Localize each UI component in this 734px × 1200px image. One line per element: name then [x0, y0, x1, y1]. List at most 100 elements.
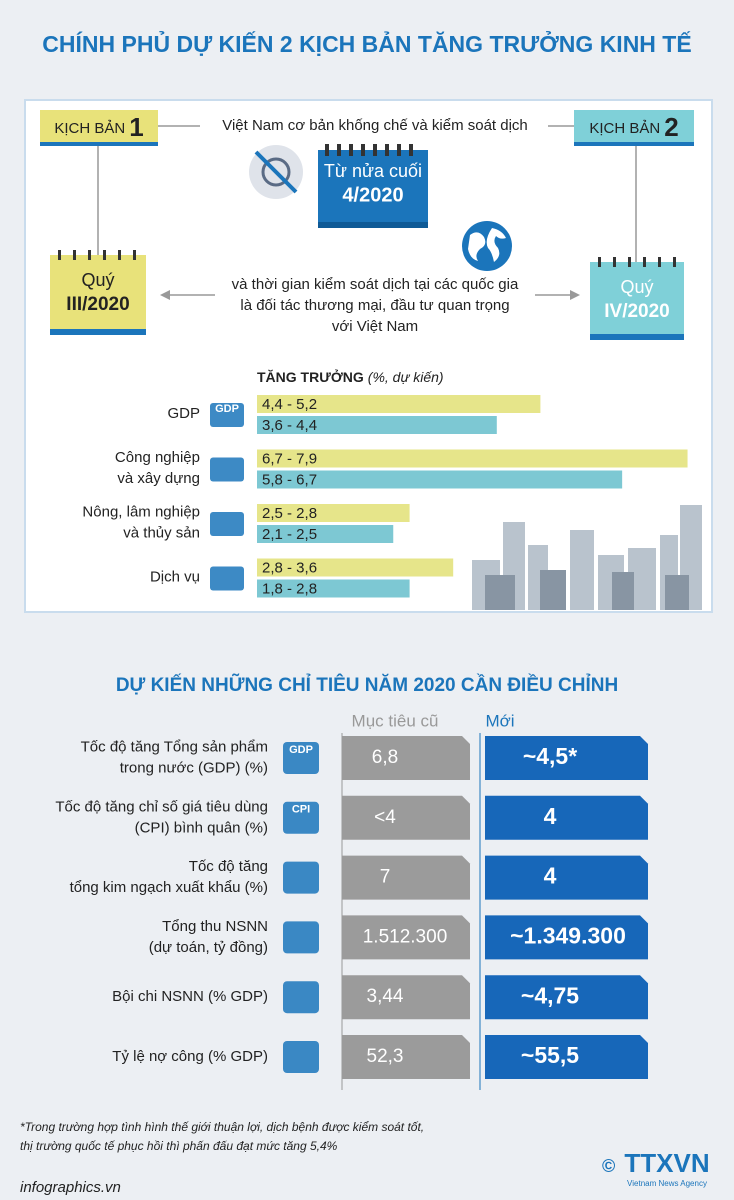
old-value: 52,3 [367, 1046, 404, 1067]
period-ring [673, 257, 676, 267]
old-box [342, 1035, 470, 1079]
growth-title: TĂNG TRƯỞNG (%, dự kiến) [257, 368, 444, 385]
period-ring [133, 250, 136, 260]
target-icon [283, 801, 319, 834]
period-box [590, 262, 684, 340]
row-icon [210, 457, 244, 482]
center-bottom: với Việt Nam [332, 318, 418, 335]
bar-label: 5,8 - 6,7 [262, 471, 317, 488]
old-value: 3,44 [367, 986, 404, 1007]
row-icon [210, 403, 244, 427]
period-ring [103, 250, 106, 260]
logo-sub: Vietnam News Agency [627, 1179, 707, 1188]
target-icon [283, 742, 319, 774]
target-label: Tốc độ tăng chỉ số giá tiêu dùng [55, 798, 268, 815]
scenario-label: KỊCH BẢN 2 [589, 112, 678, 142]
calendar [318, 150, 428, 228]
calendar-rings [325, 144, 413, 156]
old-box [342, 855, 470, 900]
col-old: Mục tiêu cũ [352, 711, 439, 730]
globe-icon [468, 228, 506, 262]
old-value: 7 [380, 867, 391, 888]
row-icon [210, 566, 244, 591]
old-box [342, 736, 470, 780]
period: III/2020 [66, 294, 129, 315]
logo: TTXVN [624, 1148, 709, 1178]
virus-icon [261, 157, 291, 187]
period-label: Quý [620, 277, 653, 297]
growth-bar [257, 395, 541, 413]
buildings [485, 570, 689, 610]
old-box [342, 795, 470, 840]
target-icon [283, 1041, 319, 1073]
copyright: © [602, 1156, 615, 1176]
row-label: Dịch vụ [150, 568, 200, 585]
period-ring [598, 257, 601, 267]
scenario-number: 1 [129, 112, 143, 142]
bar-label: 1,8 - 2,8 [262, 580, 317, 597]
growth-unit: (%, dự kiến) [368, 369, 444, 385]
new-box [485, 855, 648, 900]
old-value: <4 [374, 807, 396, 828]
center-top: Việt Nam cơ bản khống chế và kiểm soát d… [222, 117, 528, 134]
growth-bar [257, 558, 454, 577]
calendar-line2: 4/2020 [342, 184, 403, 206]
new-box [485, 975, 648, 1020]
target-label: (dự toán, tỷ đồng) [149, 939, 268, 956]
period-box [50, 255, 146, 335]
row-label: GDP [167, 405, 200, 422]
period-label: Quý [81, 270, 114, 290]
scenario-label-text: KỊCH BẢN [54, 120, 125, 137]
period-strip [50, 329, 146, 335]
target-label: Tốc độ tăng [189, 858, 268, 875]
scenario-number: 2 [664, 112, 678, 142]
period-ring [88, 250, 91, 260]
growth-bar [257, 579, 410, 598]
new-box [485, 1035, 648, 1079]
old-box [342, 975, 470, 1020]
icon-text: GDP [215, 403, 239, 415]
target-label: trong nước (GDP) (%) [120, 759, 268, 776]
target-label: Tốc độ tăng Tổng sản phẩm [81, 738, 268, 755]
icon-text: GDP [289, 744, 313, 756]
growth-bar [257, 525, 394, 543]
new-value: ~4,5* [523, 743, 577, 769]
new-value: 4 [544, 863, 557, 889]
virus-icon [254, 150, 298, 194]
arrow-head [160, 290, 170, 300]
new-box [485, 795, 648, 840]
new-value: ~4,75 [521, 982, 579, 1008]
new-box [485, 736, 648, 780]
row-icon [210, 512, 244, 536]
scenario-strip [40, 142, 158, 146]
old-box [342, 915, 470, 960]
bar-label: 2,8 - 3,6 [262, 559, 317, 576]
old-value: 6,8 [372, 747, 398, 768]
scenario-box [574, 110, 694, 146]
icon-text: CPI [292, 804, 310, 816]
period-ring [613, 257, 616, 267]
old-value: 1.512.300 [363, 926, 448, 947]
growth-title-text: TĂNG TRƯỞNG [257, 368, 364, 385]
center-bottom: là đối tác thương mại, đầu tư quan trọng [240, 297, 509, 314]
title: CHÍNH PHỦ DỰ KIẾN 2 KỊCH BẢN TĂNG TRƯỞNG… [42, 29, 691, 57]
scenario-box [40, 110, 158, 146]
footnote: *Trong trường hợp tình hình thế giới thu… [20, 1120, 424, 1134]
row-label: và xây dựng [117, 470, 200, 487]
period: IV/2020 [604, 301, 670, 322]
row-label: Công nghiệp [115, 449, 200, 466]
new-value: ~55,5 [521, 1042, 579, 1068]
row-label: Nông, lâm nghiệp [82, 503, 200, 520]
period-strip [590, 334, 684, 340]
target-icon [283, 981, 319, 1014]
calendar [318, 222, 428, 228]
arrow-head [570, 290, 580, 300]
calendar-line1: Từ nửa cuối [324, 161, 422, 181]
new-value: 4 [544, 803, 557, 829]
period-ring [658, 257, 661, 267]
period-ring [118, 250, 121, 260]
scenario-label: KỊCH BẢN 1 [54, 112, 143, 142]
period-ring [628, 257, 631, 267]
target-label: tổng kim ngạch xuất khẩu (%) [70, 879, 268, 896]
